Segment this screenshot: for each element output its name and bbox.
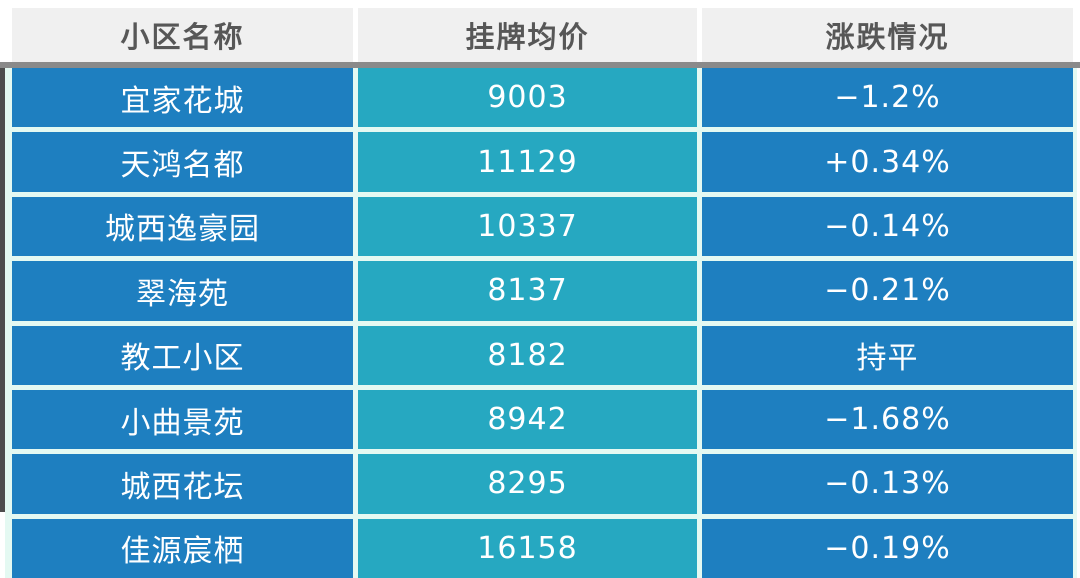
table-body: 宜家花城 9003 −1.2% 天鸿名都 11129 +0.34% 城西逸豪园 …	[12, 68, 1073, 578]
cell-price-change: −0.21%	[702, 261, 1073, 321]
cell-listing-price: 11129	[358, 132, 697, 192]
cell-community-name: 天鸿名都	[12, 132, 353, 192]
cell-community-name: 城西逸豪园	[12, 196, 353, 257]
cell-price-change: −0.13%	[702, 454, 1073, 514]
cell-community-name: 翠海苑	[12, 261, 353, 321]
cell-price-change: −1.68%	[702, 389, 1073, 450]
cell-listing-price: 8295	[358, 454, 697, 514]
cell-price-change: −0.14%	[702, 196, 1073, 257]
cell-community-name: 小曲景苑	[12, 389, 353, 450]
table-left-edge-strip	[0, 68, 5, 512]
cell-price-change: +0.34%	[702, 132, 1073, 192]
cell-community-name: 城西花坛	[12, 454, 353, 514]
cell-listing-price: 8182	[358, 325, 697, 385]
column-header-change: 涨跌情况	[702, 8, 1073, 62]
cell-community-name: 宜家花城	[12, 68, 353, 128]
cell-community-name: 教工小区	[12, 325, 353, 385]
table-header-row: 小区名称 挂牌均价 涨跌情况	[12, 8, 1073, 62]
column-header-price: 挂牌均价	[358, 8, 697, 62]
cell-listing-price: 8942	[358, 389, 697, 450]
cell-community-name: 佳源宸栖	[12, 518, 353, 578]
header-separator-bar	[0, 62, 1080, 68]
cell-listing-price: 16158	[358, 518, 697, 578]
column-header-name: 小区名称	[12, 8, 353, 62]
cell-price-change: 持平	[702, 325, 1073, 385]
cell-listing-price: 9003	[358, 68, 697, 128]
cell-price-change: −1.2%	[702, 68, 1073, 128]
cell-listing-price: 8137	[358, 261, 697, 321]
cell-listing-price: 10337	[358, 196, 697, 257]
cell-price-change: −0.19%	[702, 518, 1073, 578]
